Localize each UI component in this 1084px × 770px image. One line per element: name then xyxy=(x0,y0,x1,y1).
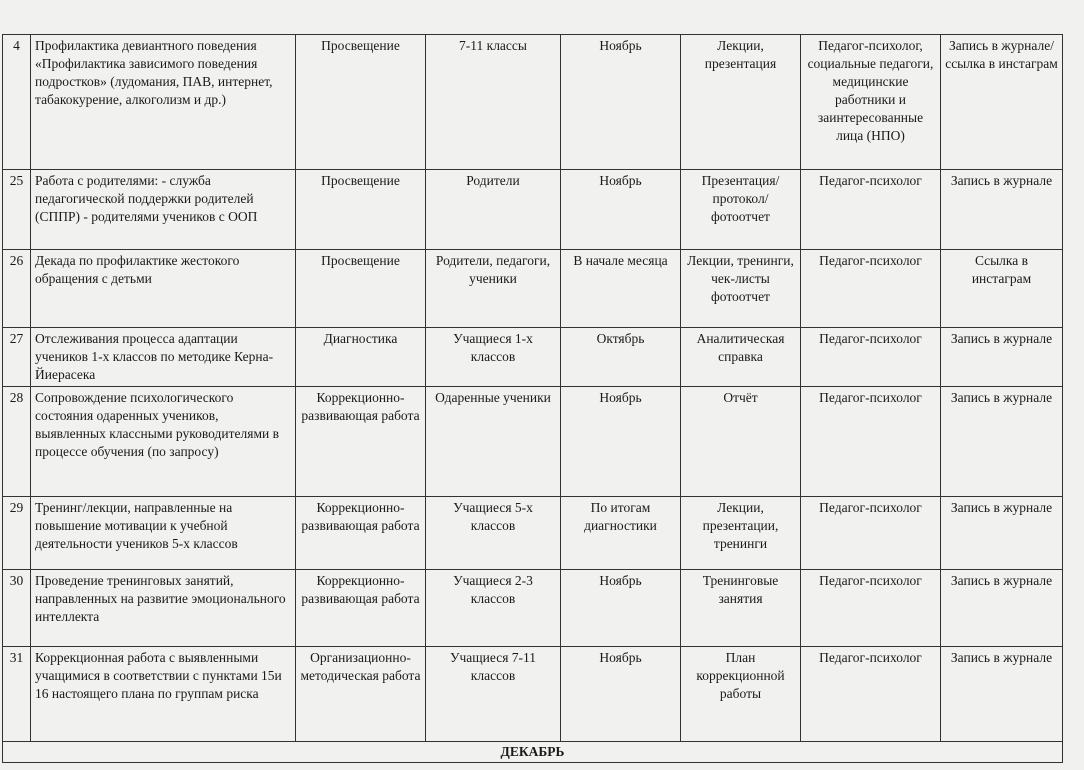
responsible: Педагог-психолог xyxy=(800,646,941,742)
activity: Коррекционная работа с выявленными учащи… xyxy=(30,646,296,742)
timing: Октябрь xyxy=(560,327,681,387)
form: Лекции, презентации, тренинги xyxy=(680,496,801,570)
document: 4 Профилактика девиантного поведения «Про… xyxy=(2,34,1063,763)
activity: Тренинг/лекции, направленные на повышени… xyxy=(30,496,296,570)
reporting: Запись в журнале/ ссылка в инстаграм xyxy=(940,34,1063,170)
activity-type: Организационно-методическая работа xyxy=(295,646,426,742)
form: Лекции, презентация xyxy=(680,34,801,170)
participants: 7-11 классы xyxy=(425,34,561,170)
activity: Декада по профилактике жестокого обращен… xyxy=(30,249,296,328)
activity-type: Коррекционно-развивающая работа xyxy=(295,569,426,647)
footer-row: ДЕКАБРЬ xyxy=(2,741,1063,763)
activity-type: Просвещение xyxy=(295,169,426,250)
participants: Одаренные ученики xyxy=(425,386,561,497)
row-number: 27 xyxy=(2,327,31,387)
table-row: 29 Тренинг/лекции, направленные на повыше… xyxy=(2,496,1063,570)
activity: Сопровождение психологического состояния… xyxy=(30,386,296,497)
month-heading: ДЕКАБРЬ xyxy=(2,741,1063,763)
activity-type: Коррекционно-развивающая работа xyxy=(295,386,426,497)
row-number: 29 xyxy=(2,496,31,570)
participants: Родители, педагоги, ученики xyxy=(425,249,561,328)
reporting: Запись в журнале xyxy=(940,386,1063,497)
table-row: 25 Работа с родителями: - служба педагоги… xyxy=(2,169,1063,250)
activity-type: Диагностика xyxy=(295,327,426,387)
activity: Отслеживания процесса адаптации учеников… xyxy=(30,327,296,387)
row-number: 28 xyxy=(2,386,31,497)
timing: Ноябрь xyxy=(560,646,681,742)
row-number: 26 xyxy=(2,249,31,328)
reporting: Запись в журнале xyxy=(940,646,1063,742)
form: Аналитическая справка xyxy=(680,327,801,387)
timing: Ноябрь xyxy=(560,569,681,647)
participants: Учащиеся 7-11 классов xyxy=(425,646,561,742)
timing: Ноябрь xyxy=(560,34,681,170)
form: Отчёт xyxy=(680,386,801,497)
responsible: Педагог-психолог, социальные педагоги, м… xyxy=(800,34,941,170)
responsible: Педагог-психолог xyxy=(800,249,941,328)
table-row: 31 Коррекционная работа с выявленными уча… xyxy=(2,646,1063,742)
responsible: Педагог-психолог xyxy=(800,569,941,647)
responsible: Педагог-психолог xyxy=(800,386,941,497)
row-number: 30 xyxy=(2,569,31,647)
activity: Проведение тренинговых занятий, направле… xyxy=(30,569,296,647)
reporting: Запись в журнале xyxy=(940,327,1063,387)
timing: По итогам диагностики xyxy=(560,496,681,570)
form: Презентация/ протокол/ фотоотчет xyxy=(680,169,801,250)
table-row: 28 Сопровождение психологического состоян… xyxy=(2,386,1063,497)
table-row: 26 Декада по профилактике жестокого обращ… xyxy=(2,249,1063,328)
form: Лекции, тренинги, чек-листы фотоотчет xyxy=(680,249,801,328)
participants: Учащиеся 1-х классов xyxy=(425,327,561,387)
activity: Работа с родителями: - служба педагогиче… xyxy=(30,169,296,250)
timing: В начале месяца xyxy=(560,249,681,328)
responsible: Педагог-психолог xyxy=(800,169,941,250)
row-number: 25 xyxy=(2,169,31,250)
reporting: Запись в журнале xyxy=(940,169,1063,250)
reporting: Ссылка в инстаграм xyxy=(940,249,1063,328)
table-row: 30 Проведение тренинговых занятий, направ… xyxy=(2,569,1063,647)
timing: Ноябрь xyxy=(560,386,681,497)
activity-type: Просвещение xyxy=(295,34,426,170)
participants: Родители xyxy=(425,169,561,250)
activity: Профилактика девиантного поведения «Проф… xyxy=(30,34,296,170)
responsible: Педагог-психолог xyxy=(800,327,941,387)
participants: Учащиеся 5-х классов xyxy=(425,496,561,570)
reporting: Запись в журнале xyxy=(940,569,1063,647)
participants: Учащиеся 2-3 классов xyxy=(425,569,561,647)
form: Тренинговые занятия xyxy=(680,569,801,647)
activity-type: Просвещение xyxy=(295,249,426,328)
form: План коррекционной работы xyxy=(680,646,801,742)
timing: Ноябрь xyxy=(560,169,681,250)
plan-table: 4 Профилактика девиантного поведения «Про… xyxy=(2,34,1063,763)
responsible: Педагог-психолог xyxy=(800,496,941,570)
table-row: 27 Отслеживания процесса адаптации ученик… xyxy=(2,327,1063,387)
table-row: 4 Профилактика девиантного поведения «Про… xyxy=(2,34,1063,170)
row-number: 31 xyxy=(2,646,31,742)
reporting: Запись в журнале xyxy=(940,496,1063,570)
activity-type: Коррекционно-развивающая работа xyxy=(295,496,426,570)
row-number: 4 xyxy=(2,34,31,170)
